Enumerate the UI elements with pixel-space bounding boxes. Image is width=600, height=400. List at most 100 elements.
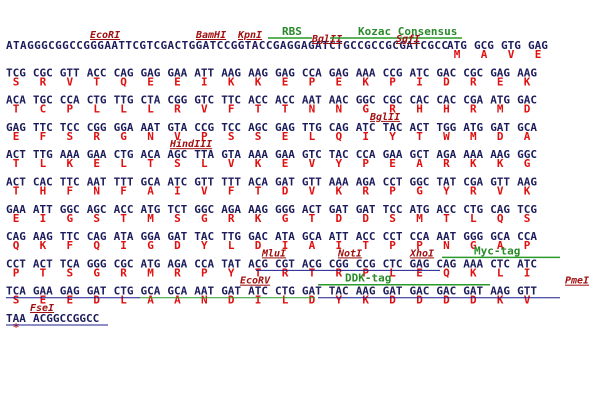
- codon: GAT: [87, 285, 107, 298]
- codon: GAT: [383, 285, 403, 298]
- amino-acid: I: [120, 239, 127, 252]
- codon: ACC: [114, 203, 134, 216]
- amino-acid: D: [309, 294, 316, 307]
- amino-acid: K: [362, 75, 369, 88]
- amino-acid: R: [282, 266, 289, 279]
- amino-acid: K: [524, 185, 531, 198]
- amino-acid: E: [40, 294, 47, 307]
- amino-acid: T: [309, 266, 316, 279]
- codon: GCA: [141, 176, 161, 189]
- amino-acid: Y: [335, 294, 342, 307]
- codon: GCA: [490, 230, 510, 243]
- codon: GAG: [6, 121, 26, 134]
- codon: AAG: [517, 176, 537, 189]
- amino-acid: Y: [443, 185, 450, 198]
- codon: TAC: [383, 121, 403, 134]
- amino-acid: T: [93, 75, 100, 88]
- amino-acid: T: [255, 185, 262, 198]
- codon: GCA: [167, 285, 187, 298]
- amino-acid: P: [362, 266, 369, 279]
- amino-acid: I: [282, 239, 289, 252]
- amino-acid: F: [66, 239, 73, 252]
- amino-acid: R: [228, 212, 235, 225]
- codon: CAC: [410, 94, 430, 107]
- amino-acid: E: [416, 266, 423, 279]
- codon: CAG: [6, 230, 26, 243]
- amino-acid: T: [362, 239, 369, 252]
- amino-acid: V: [66, 75, 73, 88]
- feature-label: Myc-tag: [474, 244, 520, 257]
- codon: ATA: [275, 230, 295, 243]
- amino-acid: Q: [13, 239, 20, 252]
- amino-acid: L: [201, 157, 208, 170]
- amino-acid: D: [362, 212, 369, 225]
- codon: GAA: [167, 66, 187, 79]
- codon: TTG: [33, 148, 53, 161]
- codon: TTC: [33, 121, 53, 134]
- amino-acid: D: [416, 294, 423, 307]
- codon: CCA: [356, 148, 376, 161]
- amino-acid: E: [66, 294, 73, 307]
- amino-acid: D: [228, 294, 235, 307]
- amino-acid: A: [524, 130, 531, 143]
- codon: CCT: [6, 257, 26, 270]
- codon: AAA: [463, 257, 483, 270]
- amino-acid: L: [228, 239, 235, 252]
- enzyme-label: HindIII: [169, 138, 212, 150]
- amino-acid: N: [443, 239, 450, 252]
- codon: CGC: [33, 66, 53, 79]
- amino-acid: L: [120, 294, 127, 307]
- codon: GGG: [275, 203, 295, 216]
- amino-acid: I: [362, 130, 369, 143]
- amino-acid: T: [309, 212, 316, 225]
- amino-acid: T: [255, 266, 262, 279]
- codon: AAG: [33, 230, 53, 243]
- codon: AAG: [248, 203, 268, 216]
- codon: AAT: [436, 230, 456, 243]
- amino-acid: I: [174, 185, 181, 198]
- codon: GAT: [490, 121, 510, 134]
- codon: AAG: [356, 285, 376, 298]
- amino-acid: G: [201, 212, 208, 225]
- codon: GAG: [141, 66, 161, 79]
- codon: TAA: [6, 312, 26, 325]
- amino-acid: E: [13, 130, 20, 143]
- amino-acid: R: [174, 103, 181, 116]
- codon: TGC: [33, 94, 53, 107]
- codon: ATG: [490, 94, 510, 107]
- amino-acid: R: [93, 130, 100, 143]
- codon: CCT: [383, 230, 403, 243]
- codon: GGG: [87, 257, 107, 270]
- amino-acid: G: [66, 212, 73, 225]
- codon: GCA: [517, 121, 537, 134]
- amino-acid: V: [201, 185, 208, 198]
- codon: AAC: [329, 94, 349, 107]
- amino-acid: N: [335, 103, 342, 116]
- codon: TTC: [60, 176, 80, 189]
- amino-acid: D: [443, 294, 450, 307]
- codon: TAC: [194, 230, 214, 243]
- codon: CAG: [490, 203, 510, 216]
- amino-acid: T: [120, 212, 127, 225]
- codon: CCT: [383, 176, 403, 189]
- amino-acid: E: [174, 75, 181, 88]
- codon: TAT: [221, 257, 241, 270]
- codon: GGC: [194, 203, 214, 216]
- codon: ACC: [275, 94, 295, 107]
- codon: GGA: [114, 121, 134, 134]
- codon: CGT: [275, 257, 295, 270]
- codon: GAG: [490, 66, 510, 79]
- amino-acid: L: [282, 294, 289, 307]
- codon: GAT: [302, 285, 322, 298]
- amino-acid: S: [389, 212, 396, 225]
- codon: GCG: [474, 39, 494, 52]
- amino-acid: K: [362, 294, 369, 307]
- amino-acid: Y: [201, 239, 208, 252]
- codon: TTG: [302, 121, 322, 134]
- codon: CCA: [194, 257, 214, 270]
- codon: AAG: [490, 285, 510, 298]
- amino-acid: V: [309, 185, 316, 198]
- amino-acid: E: [93, 157, 100, 170]
- amino-acid: A: [309, 239, 316, 252]
